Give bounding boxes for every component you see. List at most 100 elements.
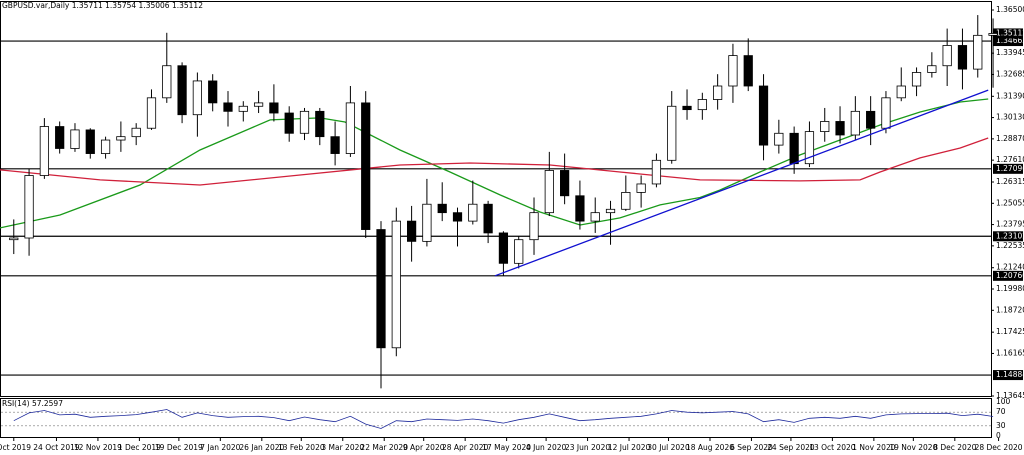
candle-body: [483, 203, 493, 234]
candle-body: [9, 237, 19, 241]
candle-body: [866, 110, 876, 129]
candle-body: [927, 65, 937, 73]
x-tick-label: 18 Aug 2020: [686, 443, 734, 452]
candle-body: [713, 85, 723, 100]
rsi-tick-label: 0: [996, 431, 1001, 440]
level-label: 1.14884: [996, 370, 1024, 379]
candle-body: [146, 97, 157, 129]
candle-body: [514, 239, 524, 264]
level-label-box: [993, 370, 1023, 381]
x-tick-label: 12 Jul 2020: [608, 443, 651, 452]
current-price-box: [993, 28, 1023, 39]
x-tick-label: 12 Nov 2019: [74, 443, 122, 452]
level-label: 1.23102: [996, 231, 1024, 240]
candle-body: [911, 72, 922, 87]
candle-body: [70, 129, 80, 149]
rsi-title: RSI(14) 57.2597: [2, 399, 63, 408]
x-tick-label: 3 Mar 2020: [321, 443, 364, 452]
candle-body: [605, 208, 616, 214]
x-tick-label: 28 Apr 2020: [442, 443, 489, 452]
candle-body: [192, 80, 202, 116]
candle-body: [560, 170, 570, 197]
y-tick-label: 1.32685: [996, 69, 1024, 78]
level-label-box: [993, 231, 1023, 242]
y-tick-label: 1.18720: [996, 305, 1024, 314]
candle-body: [942, 45, 952, 67]
candle-body: [728, 55, 738, 87]
x-tick-label: 8 Dec 2020: [933, 443, 976, 452]
rsi-tick-label: 30: [996, 421, 1006, 430]
candle-body: [789, 132, 799, 165]
x-tick-label: 23 Jun 2020: [565, 443, 610, 452]
moving-average: [0, 137, 989, 186]
main-frame: [0, 1, 992, 397]
candle-body: [682, 105, 692, 111]
y-tick-label: 1.21240: [996, 263, 1024, 272]
candle-body: [621, 192, 631, 210]
candle-body: [100, 139, 111, 154]
level-label: 1.27096: [996, 164, 1024, 173]
candle-body: [498, 232, 509, 264]
candle-body: [361, 102, 371, 230]
candle-body: [299, 110, 310, 134]
level-label-box: [993, 270, 1023, 281]
candle-body: [208, 80, 218, 104]
level-label-box: [993, 163, 1023, 174]
y-tick-label: 1.19980: [996, 284, 1024, 293]
candle-body: [238, 105, 248, 112]
y-tick-label: 1.31390: [996, 91, 1024, 100]
chart-title: GBPUSD.var,Daily 1.35711 1.35754 1.35006…: [2, 1, 203, 10]
y-tick-label: 1.36500: [996, 5, 1024, 14]
x-tick-label: 24 Sep 2020: [767, 443, 815, 452]
x-tick-label: 7 Jan 2020: [200, 443, 240, 452]
candle-body: [957, 45, 968, 70]
candle-body: [391, 220, 401, 349]
y-tick-label: 1.16165: [996, 348, 1024, 357]
y-tick-label: 1.30130: [996, 113, 1024, 122]
y-tick-label: 1.23795: [996, 220, 1024, 229]
candle-body: [820, 121, 830, 133]
level-label: 1.20760: [996, 271, 1024, 280]
candle-body: [223, 102, 233, 112]
candle-body: [468, 203, 478, 222]
candle-body: [743, 55, 753, 87]
candle-body: [636, 183, 646, 193]
candle-body: [973, 34, 983, 70]
current-price-label: 1.35112: [996, 28, 1024, 37]
candle-body: [345, 102, 356, 154]
candle-body: [544, 170, 554, 214]
rsi-line: [13, 409, 994, 429]
x-tick-label: 26 Jan 2020: [239, 443, 284, 452]
y-tick-label: 1.25055: [996, 198, 1024, 207]
x-tick-label: 1 Dec 2019: [118, 443, 161, 452]
candle-body: [177, 65, 187, 116]
y-tick-label: 1.28870: [996, 134, 1024, 143]
candle-body: [55, 126, 65, 149]
candle-body: [835, 121, 845, 136]
candle-body: [758, 85, 769, 146]
x-tick-label: 22 Mar 2020: [360, 443, 408, 452]
rsi-tick-label: 70: [996, 407, 1006, 416]
candle-body: [896, 85, 906, 99]
x-tick-label: 19 Dec 2019: [155, 443, 203, 452]
candle-body: [39, 126, 49, 176]
y-tick-label: 1.27610: [996, 155, 1024, 164]
y-tick-label: 1.26315: [996, 177, 1024, 186]
rsi-frame: [0, 398, 992, 438]
candle-body: [697, 99, 707, 111]
candle-body: [24, 175, 34, 239]
candle-body: [284, 112, 294, 134]
x-tick-label: 4 Jun 2020: [526, 443, 567, 452]
candle-body: [774, 132, 784, 146]
candle-body: [131, 127, 141, 138]
x-tick-label: 9 Apr 2020: [403, 443, 445, 452]
candle-body: [330, 136, 340, 154]
x-tick-label: 28 Dec 2020: [975, 443, 1023, 452]
candle-body: [406, 220, 417, 242]
candle-body: [116, 136, 126, 141]
candle-body: [452, 212, 463, 222]
candle-body: [529, 212, 539, 241]
rsi-tick-label: 100: [996, 397, 1011, 406]
candle-body: [315, 110, 325, 138]
